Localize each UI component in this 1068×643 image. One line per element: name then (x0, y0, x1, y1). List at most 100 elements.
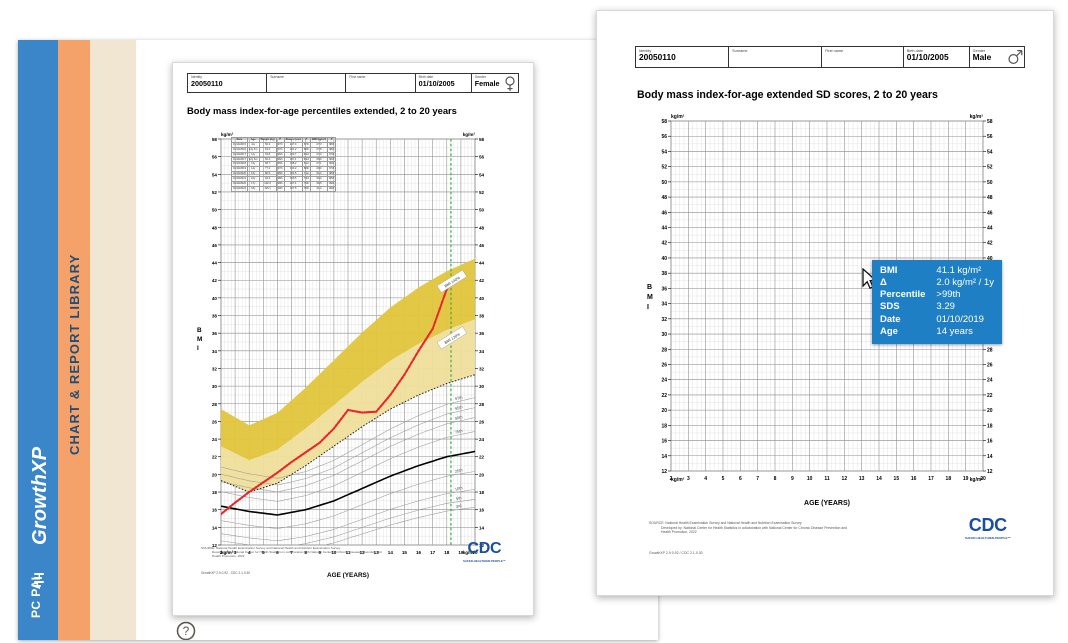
table-row[interactable]: 01/10/2023 18y 115.1 99th 167.5 75th 41.0 99th (231, 185, 337, 192)
svg-text:42: 42 (212, 278, 218, 283)
table-cell: 11y 6m (247, 146, 260, 153)
tooltip-row: Percentile >99th (880, 289, 994, 301)
svg-text:8: 8 (304, 550, 307, 555)
header-caption: Gender (972, 49, 986, 53)
svg-text:54: 54 (987, 149, 993, 155)
tooltip-row: Δ 2.0 kg/m² / 1y (880, 277, 994, 289)
table-cell: 167.5 (283, 185, 303, 192)
svg-text:48: 48 (987, 195, 993, 201)
table-cell: 01/10/2017 (231, 151, 248, 158)
svg-text:28: 28 (987, 347, 993, 353)
tooltip-row: BMI 41.1 kg/m² (880, 265, 994, 277)
growth-chart-percentiles[interactable]: 3rd 5th 10th 25th 75th 90th 95th 97th 12 12 14 14 1… (187, 127, 519, 582)
svg-text:14: 14 (987, 454, 993, 460)
svg-text:18: 18 (479, 490, 485, 495)
header-caption: First name (825, 49, 844, 53)
svg-text:32: 32 (479, 366, 485, 371)
svg-text:22: 22 (661, 393, 667, 399)
growth-chart-sds[interactable]: 1212141416161818202022222424262628283030… (635, 111, 1025, 511)
svg-text:AGE (YEARS): AGE (YEARS) (327, 572, 369, 579)
library-rail[interactable]: CHART & REPORT LIBRARY (58, 40, 125, 640)
svg-text:58: 58 (212, 137, 218, 142)
help-icon[interactable]: ? (175, 619, 197, 640)
svg-text:24: 24 (987, 378, 993, 384)
svg-text:5: 5 (262, 550, 265, 555)
svg-text:4: 4 (248, 550, 251, 555)
header-field-firstname: First name (822, 47, 904, 67)
svg-text:95th: 95th (454, 404, 463, 411)
svg-text:48: 48 (479, 225, 485, 230)
table-cell: 01/10/2015 (231, 141, 248, 148)
svg-text:26: 26 (479, 419, 485, 424)
svg-text:56: 56 (987, 134, 993, 140)
library-rail-label: CHART & REPORT LIBRARY (67, 253, 82, 455)
svg-text:14: 14 (661, 454, 667, 460)
report-page-female[interactable]: Identity 20050110 Surname First name Bir… (172, 62, 534, 616)
female-symbol-icon (505, 76, 515, 91)
header-field-surname: Surname (729, 47, 823, 67)
svg-text:22: 22 (212, 455, 218, 460)
data-point-tooltip: BMI 41.1 kg/m² Δ 2.0 kg/m² / 1y Percentile >9… (872, 260, 1002, 344)
svg-text:28: 28 (479, 402, 485, 407)
svg-text:42: 42 (479, 278, 485, 283)
svg-text:24: 24 (479, 437, 485, 442)
svg-text:7: 7 (756, 476, 759, 482)
svg-text:20: 20 (987, 408, 993, 414)
source-line-1: SOURCE: National Health Examination Surv… (649, 521, 802, 525)
cdc-tagline: SAFER·HEALTHIER·PEOPLE™ (965, 536, 1011, 540)
svg-text:2: 2 (220, 550, 223, 555)
table-cell: 41.0 (309, 185, 329, 192)
source-line-2: Developed by: National Center for Health… (661, 525, 848, 530)
svg-text:6: 6 (276, 550, 279, 555)
svg-text:14: 14 (388, 550, 394, 555)
header-caption: Surname (732, 49, 748, 53)
svg-text:46: 46 (987, 210, 993, 216)
svg-text:5: 5 (722, 476, 725, 482)
svg-text:32: 32 (212, 366, 218, 371)
male-symbol-icon (1008, 50, 1023, 65)
svg-text:30: 30 (479, 384, 485, 389)
svg-text:kg/m²: kg/m² (970, 477, 984, 483)
svg-text:54: 54 (661, 149, 667, 155)
measurement-table-left[interactable]: Date Age Weight (kg) P Stature (cm) P BMI (kg/… (231, 137, 337, 192)
svg-text:48: 48 (212, 225, 218, 230)
header-field-firstname: First name (346, 74, 416, 92)
svg-text:36: 36 (661, 286, 667, 292)
svg-text:40: 40 (212, 296, 218, 301)
svg-text:25th: 25th (454, 467, 463, 474)
svg-text:12: 12 (987, 469, 993, 475)
svg-text:22: 22 (987, 393, 993, 399)
table-cell: 01/10/2021 (231, 176, 248, 183)
header-caption: Identity (191, 75, 202, 79)
header-value: 01/10/2005 (418, 78, 455, 88)
svg-text:14: 14 (212, 525, 218, 530)
header-caption: Identity (639, 49, 652, 53)
header-value: 01/10/2005 (906, 52, 949, 63)
svg-text:44: 44 (661, 226, 667, 232)
svg-text:30: 30 (661, 332, 667, 338)
svg-text:52: 52 (987, 165, 993, 171)
svg-text:3: 3 (687, 476, 690, 482)
header-value: Female (474, 78, 500, 88)
svg-text:B: B (197, 327, 202, 334)
svg-text:16: 16 (911, 476, 917, 482)
svg-text:8: 8 (774, 476, 777, 482)
svg-text:16: 16 (661, 439, 667, 445)
tooltip-value: >99th (936, 289, 961, 301)
svg-text:50: 50 (479, 208, 485, 213)
svg-text:9: 9 (318, 550, 321, 555)
tooltip-value: 01/10/2019 (936, 313, 984, 325)
svg-text:I: I (647, 304, 649, 311)
tooltip-label: Age (880, 325, 898, 337)
svg-text:18: 18 (946, 476, 952, 482)
svg-text:kg/m²: kg/m² (463, 550, 476, 555)
svg-text:56: 56 (212, 155, 218, 160)
table-cell: 01/10/2019 (231, 166, 248, 173)
svg-text:12: 12 (842, 476, 848, 482)
svg-text:18: 18 (661, 423, 667, 429)
svg-text:58: 58 (661, 119, 667, 125)
svg-text:52: 52 (661, 165, 667, 171)
svg-text:40: 40 (661, 256, 667, 262)
table-cell: 01/10/2022 (231, 181, 248, 187)
cdc-logo-right: CDC SAFER·HEALTHIER·PEOPLE™ (965, 516, 1011, 540)
